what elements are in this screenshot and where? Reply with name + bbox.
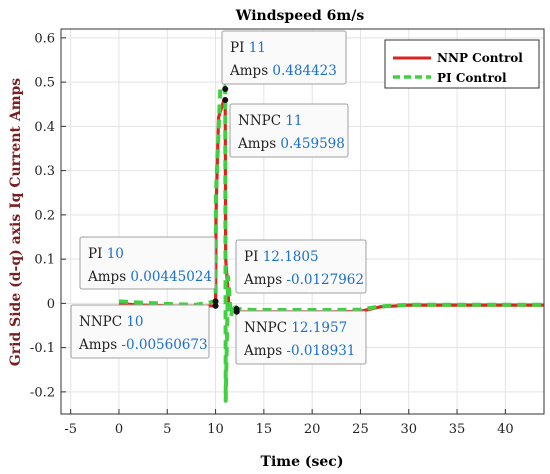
y-tick-label: 0.2: [34, 208, 55, 223]
legend[interactable]: NNP Control PI Control: [384, 39, 540, 89]
datatip-key: NNPC: [238, 113, 285, 129]
datatip-box: [79, 236, 216, 290]
y-tick-label: -0.2: [30, 385, 55, 400]
datatip-box: [221, 30, 347, 85]
datatip-key: NNPC: [244, 320, 291, 336]
datatip-line-1: NNPC 10: [79, 314, 144, 330]
datatip-box: [235, 239, 367, 294]
datatip[interactable]: PI 12.1805 Amps -0.0127962: [233, 239, 367, 313]
datatip-line-2: Amps -0.00560673: [78, 337, 208, 353]
datatip-value: -0.0127962: [286, 272, 364, 288]
datatip-value: 12.1957: [291, 320, 347, 336]
datatip-marker: [222, 85, 229, 92]
x-tick-labels: -5 0 5 10 15 20 25 30 35 40: [64, 422, 513, 437]
x-tick-label: 0: [115, 422, 123, 437]
datatip-box: [229, 103, 349, 158]
x-tick-label: 20: [304, 422, 321, 437]
datatip-value: 10: [107, 246, 124, 262]
y-tick-label: 0.4: [34, 120, 55, 135]
axes: [61, 37, 506, 414]
datatip-key: Amps: [237, 136, 280, 152]
legend-label-nnp: NNP Control: [437, 51, 523, 65]
datatip-key: Amps: [78, 337, 121, 353]
datatip-line-1: NNPC 11: [238, 113, 303, 129]
legend-label-pi: PI Control: [437, 71, 507, 85]
datatip[interactable]: PI 11 Amps 0.484423: [221, 30, 347, 92]
datatip[interactable]: NNPC 10 Amps -0.00560673: [70, 302, 219, 359]
datatip-value: 11: [285, 113, 302, 129]
datatip-box: [70, 304, 210, 359]
y-axis-label: Grid Side (d-q) axis Iq Current Amps: [8, 78, 24, 366]
datatip-key: Amps: [87, 269, 130, 285]
datatip-marker: [222, 96, 229, 103]
datatip-value: 10: [126, 314, 143, 330]
datatip-key: NNPC: [79, 314, 126, 330]
datatip-marker: [233, 308, 240, 315]
x-tick-label: 5: [163, 422, 171, 437]
plot-frame: [60, 28, 545, 415]
datatip-value: 11: [249, 40, 266, 56]
datatip-value: 12.1805: [263, 249, 319, 265]
datatip-key: PI: [230, 40, 249, 56]
datatip-line-1: PI 11: [230, 40, 266, 56]
datatip-value: 0.459598: [280, 136, 344, 152]
datatip-key: Amps: [229, 63, 272, 79]
y-tick-label: 0.5: [34, 76, 55, 91]
datatip-marker: [212, 298, 219, 305]
datatip-line-2: Amps -0.0127962: [243, 272, 364, 288]
datatip-key: Amps: [243, 272, 286, 288]
datatip-key: Amps: [243, 343, 286, 359]
datatip-marker: [212, 302, 219, 309]
x-tick-label: 35: [449, 422, 466, 437]
x-axis-label: Time (sec): [261, 454, 344, 470]
y-tick-label: 0: [47, 297, 55, 312]
datatip-value: 0.00445024: [130, 269, 212, 285]
legend-box: [384, 39, 540, 89]
datatip[interactable]: NNPC 12.1957 Amps -0.018931: [233, 308, 367, 365]
x-tick-label: 15: [256, 422, 273, 437]
datatip-value: 0.484423: [272, 63, 336, 79]
datatip-key: PI: [244, 249, 263, 265]
datatip-line-1: PI 12.1805: [244, 249, 319, 265]
x-tick-label: 40: [497, 422, 514, 437]
y-tick-label: 0.3: [34, 164, 55, 179]
y-tick-label: 0.1: [34, 253, 55, 268]
datatip-value: -0.00560673: [121, 337, 207, 353]
datatip-line-2: Amps 0.459598: [237, 136, 345, 152]
x-tick-label: 30: [400, 422, 417, 437]
y-tick-labels: -0.2 -0.1 0 0.1 0.2 0.3 0.4 0.5 0.6: [30, 31, 55, 400]
datatip-line-1: PI 10: [88, 246, 124, 262]
datatip-line-2: Amps -0.018931: [243, 343, 355, 359]
datatip-value: -0.018931: [286, 343, 355, 359]
datatip-key: PI: [88, 246, 107, 262]
x-tick-label: -5: [64, 422, 77, 437]
x-tick-label: 10: [207, 422, 224, 437]
datatip[interactable]: PI 10 Amps 0.00445024: [79, 236, 219, 305]
datatip-line-2: Amps 0.484423: [229, 63, 337, 79]
datatip[interactable]: NNPC 11 Amps 0.459598: [222, 96, 349, 158]
y-tick-label: 0.6: [34, 31, 55, 46]
x-tick-label: 25: [352, 422, 369, 437]
datatip-line-2: Amps 0.00445024: [87, 269, 212, 285]
datatip-box: [235, 310, 367, 365]
datatips[interactable]: PI 11 Amps 0.484423 NNPC 11 Amps 0.459598 PI…: [70, 30, 367, 365]
datatip-line-1: NNPC 12.1957: [244, 320, 347, 336]
chart-title: Windspeed 6m/s: [235, 8, 365, 24]
y-tick-label: -0.1: [30, 341, 55, 356]
